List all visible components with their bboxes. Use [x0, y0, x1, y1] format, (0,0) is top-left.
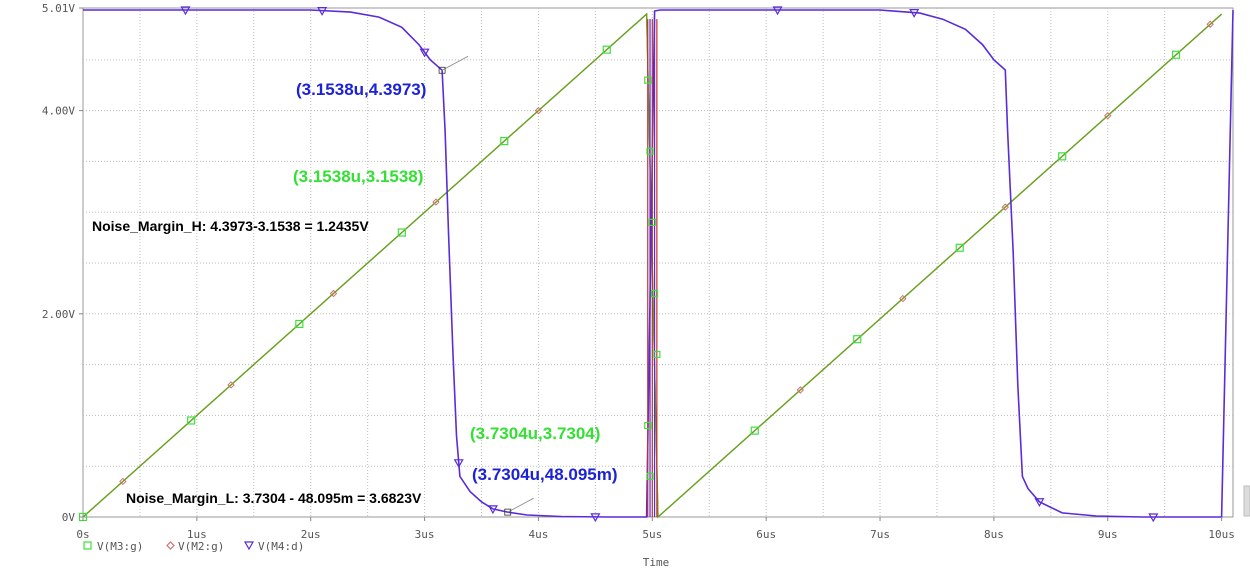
axis-ticks: 0s 1us 2us 3us 4us 5us 6us 7us 8us 9us 10us 0V 2.00V… [42, 2, 1235, 541]
marker-triangle [453, 459, 464, 469]
annotation-noise-margin-l: Noise_Margin_L: 3.7304 - 48.095m = 3.682… [126, 490, 422, 506]
legend-marker-square [83, 541, 92, 550]
series-line-2 [83, 9, 1234, 518]
marker-square [397, 228, 406, 237]
x-tick-label: 0s [76, 528, 89, 541]
marker-diamond [796, 386, 805, 394]
marker-triangle [1148, 513, 1159, 523]
marker-diamond [1001, 203, 1009, 211]
y-tick-label: 5.01V [42, 2, 75, 15]
marker-triangle [1034, 498, 1045, 507]
legend-label-m2g: V(M2:g) [178, 540, 224, 553]
series-layer [82, 9, 1234, 519]
annotation-h-low: (3.1538u,3.1538) [293, 167, 423, 186]
marker-square [646, 147, 654, 155]
legend-marker-triangle [243, 541, 255, 551]
marker-square [653, 350, 661, 359]
marker-square [500, 136, 509, 146]
marker-square [1058, 152, 1067, 161]
x-tick-label: 9us [1098, 528, 1118, 541]
x-tick-label: 5us [642, 528, 662, 541]
marker-square [650, 289, 659, 298]
marker-diamond [899, 294, 907, 303]
annotation-noise-margin-h: Noise_Margin_H: 4.3973-3.1538 = 1.2435V [92, 218, 369, 234]
legend: V(M3:g) V(M2:g) V(M4:d) [83, 540, 304, 553]
marker-square [648, 218, 656, 226]
marker-triangle [909, 9, 920, 18]
cursor-marker [438, 66, 446, 74]
scrollbar-handle[interactable] [1243, 485, 1250, 517]
cursor-layer [438, 55, 534, 516]
marker-triangle [487, 505, 498, 515]
marker-square [955, 243, 964, 252]
marker-diamond [1104, 111, 1112, 120]
marker-square [187, 416, 196, 425]
cursor-leader [441, 55, 469, 71]
x-tick-label: 1us [187, 528, 207, 541]
marker-square [644, 421, 652, 430]
marker-triangle [590, 513, 601, 523]
x-tick-label: 4us [529, 528, 549, 541]
legend-marker-diamond [166, 541, 175, 550]
marker-diamond [227, 381, 235, 389]
x-tick-label: 8us [984, 528, 1004, 541]
annotation-l-high: (3.7304u,3.7304) [470, 424, 600, 443]
y-tick-label: 4.00V [42, 105, 75, 118]
marker-triangle [317, 7, 328, 16]
marker-diamond [329, 289, 338, 298]
marker-square [644, 76, 652, 84]
marker-diamond [432, 198, 440, 206]
x-axis-title: Time [643, 556, 670, 569]
plot-area[interactable] [82, 7, 1234, 518]
marker-square [853, 335, 862, 344]
annotation-h-high: (3.1538u,4.3973) [296, 80, 426, 99]
annotations: (3.1538u,4.3973) (3.1538u,3.1538) Noise_… [92, 80, 618, 506]
y-tick-label: 0V [62, 511, 76, 524]
legend-label-m4d: V(M4:d) [258, 540, 304, 553]
marker-square [602, 45, 611, 54]
marker-diamond [119, 477, 127, 486]
cursor-marker [504, 508, 512, 516]
x-tick-label: 7us [870, 528, 890, 541]
legend-label-m3g: V(M3:g) [97, 540, 143, 553]
x-tick-label: 10us [1208, 528, 1235, 541]
marker-triangle [772, 6, 783, 16]
y-tick-label: 2.00V [42, 308, 75, 321]
marker-square [1171, 50, 1181, 59]
cursor-leader [507, 497, 534, 513]
marker-triangle [180, 6, 191, 16]
annotation-l-low: (3.7304u,48.095m) [472, 465, 618, 484]
marker-triangle [419, 48, 430, 58]
marker-diamond [534, 106, 543, 115]
x-tick-label: 6us [756, 528, 776, 541]
x-tick-label: 3us [415, 528, 435, 541]
marker-square [295, 319, 304, 329]
marker-diamond [1206, 20, 1214, 28]
x-tick-label: 2us [301, 528, 321, 541]
marker-square [646, 472, 654, 480]
marker-square [750, 426, 759, 435]
